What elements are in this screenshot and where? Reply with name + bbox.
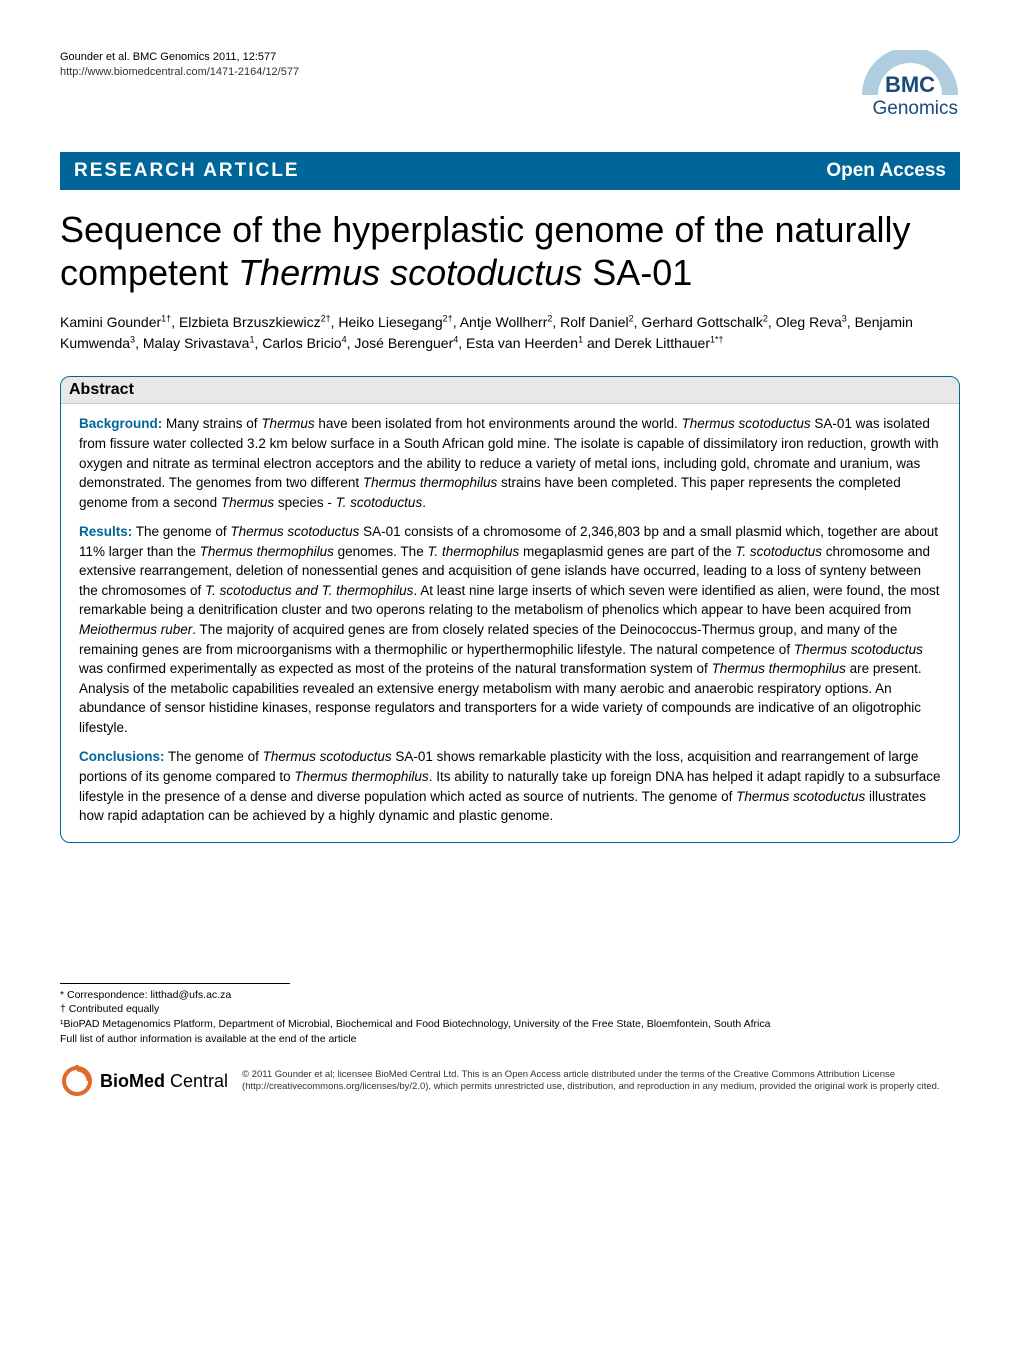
footer-block: * Correspondence: litthad@ufs.ac.za † Co…	[60, 983, 960, 1099]
banner-open-access: Open Access	[826, 160, 946, 182]
abstract-conclusions-text: The genome of Thermus scotoductus SA-01 …	[79, 749, 940, 823]
correspondence-line: * Correspondence: litthad@ufs.ac.za	[60, 988, 960, 1003]
biomed-text: BioMed Central	[100, 1069, 228, 1094]
journal-logo: BMC Genomics	[860, 50, 960, 127]
citation-line-1: Gounder et al. BMC Genomics 2011, 12:577	[60, 50, 299, 65]
title-part-3: SA-01	[582, 252, 692, 293]
abstract-conclusions-label: Conclusions:	[79, 749, 165, 764]
abstract-results: Results: The genome of Thermus scotoduct…	[79, 522, 941, 737]
biomed-ring-icon	[60, 1064, 94, 1098]
authors-list: Kamini Gounder1†, Elzbieta Brzuszkiewicz…	[60, 312, 960, 354]
abstract-results-label: Results:	[79, 524, 132, 539]
bmc-logo-graphic: BMC Genomics	[860, 50, 960, 122]
biomed-med: Med	[129, 1071, 165, 1091]
page-container: Gounder et al. BMC Genomics 2011, 12:577…	[0, 0, 1020, 1128]
abstract-background: Background: Many strains of Thermus have…	[79, 414, 941, 512]
header-top: Gounder et al. BMC Genomics 2011, 12:577…	[60, 50, 960, 127]
biomed-central-logo: BioMed Central	[60, 1064, 228, 1098]
fulllist-line: Full list of author information is avail…	[60, 1032, 960, 1047]
abstract-heading: Abstract	[61, 377, 959, 404]
footer-divider	[60, 983, 290, 984]
svg-text:Genomics: Genomics	[872, 98, 958, 119]
abstract-box: Abstract Background: Many strains of The…	[60, 376, 960, 842]
affiliation-line: ¹BioPAD Metagenomics Platform, Departmen…	[60, 1017, 960, 1032]
svg-text:BMC: BMC	[885, 72, 935, 97]
citation-line-2: http://www.biomedcentral.com/1471-2164/1…	[60, 65, 299, 80]
contributed-line: † Contributed equally	[60, 1002, 960, 1017]
article-title: Sequence of the hyperplastic genome of t…	[60, 208, 960, 294]
title-part-italic: Thermus scotoductus	[238, 252, 582, 293]
banner-article-type: RESEARCH ARTICLE	[74, 160, 300, 182]
abstract-background-text: Many strains of Thermus have been isolat…	[79, 416, 939, 509]
article-type-banner: RESEARCH ARTICLE Open Access	[60, 152, 960, 190]
abstract-background-label: Background:	[79, 416, 162, 431]
license-text: © 2011 Gounder et al; licensee BioMed Ce…	[242, 1069, 960, 1095]
biomed-bio: Bio	[100, 1071, 129, 1091]
abstract-conclusions: Conclusions: The genome of Thermus scoto…	[79, 747, 941, 825]
abstract-results-text: The genome of Thermus scotoductus SA-01 …	[79, 524, 939, 735]
citation-block: Gounder et al. BMC Genomics 2011, 12:577…	[60, 50, 299, 81]
biomed-central: Central	[165, 1071, 228, 1091]
footer-bottom: BioMed Central © 2011 Gounder et al; lic…	[60, 1064, 960, 1098]
